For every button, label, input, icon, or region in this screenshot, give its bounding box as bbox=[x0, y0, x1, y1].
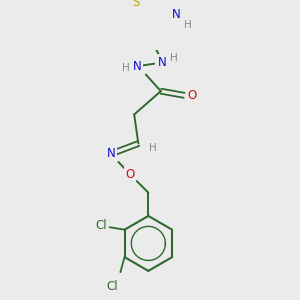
Text: H: H bbox=[122, 63, 130, 73]
Text: Cl: Cl bbox=[106, 280, 118, 293]
Text: H: H bbox=[170, 53, 178, 63]
Text: O: O bbox=[188, 89, 197, 102]
Text: N: N bbox=[133, 60, 142, 73]
Text: O: O bbox=[125, 168, 135, 181]
Text: Cl: Cl bbox=[95, 219, 107, 232]
Text: S: S bbox=[132, 0, 140, 10]
Text: H: H bbox=[149, 143, 157, 153]
Text: N: N bbox=[158, 56, 167, 68]
Text: N: N bbox=[107, 147, 116, 160]
Text: N: N bbox=[172, 8, 181, 21]
Text: H: H bbox=[184, 20, 192, 30]
